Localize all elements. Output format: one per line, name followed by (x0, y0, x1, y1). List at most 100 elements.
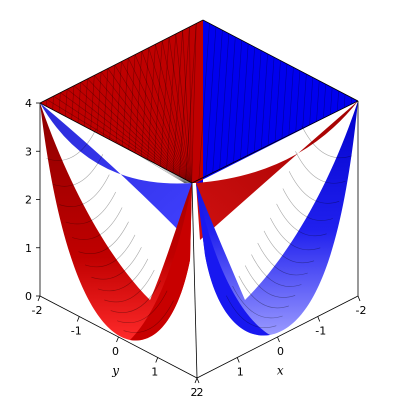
mesh-line (198, 23, 210, 180)
mesh-line (84, 234, 136, 268)
mesh-line (58, 92, 61, 114)
surface-red-front (40, 103, 192, 341)
mesh-line (161, 40, 191, 184)
mesh-line (219, 33, 230, 170)
mesh-line (115, 61, 122, 144)
mesh-line (295, 70, 301, 132)
mesh-line (244, 265, 296, 298)
y-tick (116, 336, 119, 343)
mesh-line (270, 217, 321, 251)
mesh-line (128, 57, 189, 184)
mesh-line (60, 92, 186, 184)
mesh-line (232, 285, 283, 319)
x-tick-label: 1 (237, 366, 244, 379)
mesh-line (166, 33, 177, 170)
mesh-line (66, 88, 186, 184)
y-tick-label: -1 (71, 325, 82, 338)
mesh-line (134, 54, 190, 184)
mesh-line (168, 37, 191, 184)
surface-red-back (40, 20, 203, 183)
y-tick (76, 316, 80, 322)
mesh-line (301, 125, 352, 159)
mesh-line (226, 295, 277, 328)
mesh-line (65, 89, 68, 117)
surface-mesh (46, 23, 352, 333)
mesh-line (107, 68, 188, 184)
mesh-line (191, 23, 197, 184)
z-tick-label: 0 (25, 290, 32, 303)
mesh-line (309, 77, 314, 125)
surface-blue-back (196, 20, 358, 183)
mesh-line (336, 90, 339, 112)
y-axis-label: y (111, 364, 119, 378)
mesh-line (282, 188, 333, 221)
mesh-line (238, 275, 289, 309)
mesh-line (276, 203, 327, 237)
mesh-line (90, 75, 95, 130)
surface-red-inner-right (196, 101, 358, 240)
surface-blue-cusp (196, 183, 270, 336)
frame-line (202, 19, 359, 102)
x-tick-label: -1 (315, 325, 326, 338)
mesh-line (153, 40, 163, 164)
mesh-line (73, 85, 187, 184)
surface-red-cusp (130, 183, 192, 341)
y-tick (194, 377, 198, 384)
surface-group (40, 20, 358, 341)
mesh-line (80, 82, 187, 184)
mesh-line (257, 242, 308, 276)
mesh-line (94, 75, 188, 184)
mesh-line (97, 258, 149, 292)
y-tick-label: 0 (112, 345, 119, 358)
mesh-line (114, 64, 189, 184)
mesh-line (134, 51, 143, 154)
y-tick (155, 357, 159, 363)
x-tick (277, 336, 280, 343)
mesh-line (103, 68, 109, 137)
mesh-line (175, 33, 192, 184)
mesh-line (343, 94, 346, 108)
mesh-line (212, 30, 223, 173)
mesh-line (182, 30, 192, 184)
mesh-line (323, 84, 327, 119)
mesh-line (148, 47, 190, 184)
mesh-line (179, 26, 190, 177)
x-tick (317, 316, 321, 322)
mesh-line (295, 151, 346, 184)
mesh-line (72, 207, 123, 240)
mesh-line (65, 191, 116, 225)
mesh-line (96, 71, 102, 134)
z-tick-label: 4 (25, 97, 32, 110)
mesh-line (251, 254, 302, 287)
mesh-line (128, 54, 136, 150)
mesh-line (141, 47, 149, 157)
z-tick-label: 2 (25, 194, 32, 207)
frame-line (39, 102, 193, 184)
mesh-line (110, 280, 161, 313)
mesh-line (52, 96, 54, 110)
mesh-line (87, 78, 187, 184)
z-tick-label: 3 (25, 145, 32, 158)
surface-blue-inner-left (40, 103, 192, 240)
mesh-line (84, 78, 88, 127)
mesh-line (240, 43, 249, 160)
mesh-line (226, 36, 236, 166)
mesh-line (288, 171, 340, 204)
y-tick (37, 295, 41, 302)
mesh-line (189, 26, 192, 184)
mesh-line (274, 60, 281, 143)
mesh-line (172, 30, 183, 174)
x-tick (196, 377, 200, 384)
mesh-line (46, 99, 185, 184)
mesh-line (91, 247, 142, 280)
mesh-line (260, 53, 268, 149)
mesh-line (281, 63, 288, 139)
z-tick-label: 1 (25, 242, 32, 255)
mesh-line (46, 128, 97, 161)
mesh-line (59, 174, 110, 207)
y-tick-label: 2 (191, 386, 198, 399)
mesh-line (247, 46, 255, 156)
mesh-line (205, 26, 217, 177)
frame-line (191, 100, 359, 184)
